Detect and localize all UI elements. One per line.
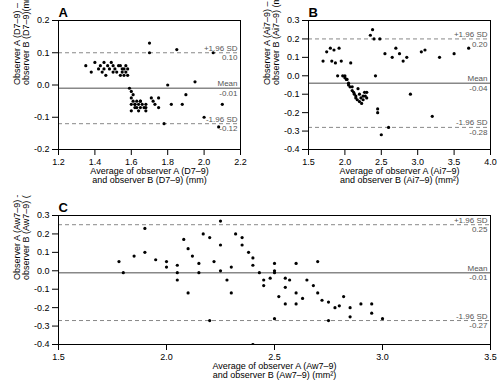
svg-text:-0.3: -0.3 [284,126,300,136]
svg-text:Average of observer A (D7–9)an: Average of observer A (D7–9)and observer… [90,166,208,185]
svg-text:0.1: 0.1 [37,48,50,58]
svg-text:Mean: Mean [467,74,487,83]
svg-text:-0.1: -0.1 [34,284,50,294]
svg-text:0.10: 0.10 [222,53,238,62]
svg-text:-1.96 SD: -1.96 SD [456,312,488,321]
svg-text:Mean: Mean [217,79,237,88]
svg-text:0.0: 0.0 [37,266,50,276]
svg-text:0.2: 0.2 [37,15,50,25]
svg-text:Mean: Mean [467,264,487,273]
svg-text:0.1: 0.1 [287,52,300,62]
svg-text:3.0: 3.0 [411,156,424,167]
svg-text:0.3: 0.3 [287,15,300,25]
svg-text:3.5: 3.5 [447,156,461,167]
svg-text:-0.27: -0.27 [469,321,488,330]
svg-text:3.0: 3.0 [376,352,389,362]
svg-text:0.3: 0.3 [37,210,50,220]
svg-text:3.5: 3.5 [484,352,497,362]
svg-text:0.20: 0.20 [472,40,488,49]
svg-text:-0.01: -0.01 [219,89,238,98]
svg-text:2.5: 2.5 [268,351,281,362]
svg-text:+1.96 SD: +1.96 SD [454,216,488,225]
svg-text:-0.2: -0.2 [34,144,50,154]
svg-text:0.0: 0.0 [37,80,50,90]
svg-text:1.5: 1.5 [302,157,315,167]
svg-text:Observer A (Aw7–9) –observer B: Observer A (Aw7–9) –observer B (Aw7–9) (… [12,195,31,280]
svg-text:-0.04: -0.04 [469,84,488,93]
svg-text:0.25: 0.25 [472,225,488,234]
svg-text:A: A [59,5,69,20]
svg-text:-0.4: -0.4 [34,339,50,349]
svg-text:2.0: 2.0 [197,156,211,167]
svg-text:1.4: 1.4 [88,156,102,167]
svg-text:2.0: 2.0 [160,352,173,362]
svg-text:4.0: 4.0 [484,157,497,167]
svg-text:-0.1: -0.1 [284,89,300,99]
svg-text:0.2: 0.2 [37,229,50,239]
svg-text:Observer A (D7–9) –observer B: Observer A (D7–9) –observer B (D7–9)(mm) [12,0,31,85]
svg-text:-0.12: -0.12 [219,124,238,133]
svg-text:-0.1: -0.1 [34,112,50,122]
svg-text:-0.3: -0.3 [34,321,50,331]
svg-text:C: C [59,200,69,215]
svg-text:+1.96 SD: +1.96 SD [454,30,488,39]
svg-text:-1.96 SD: -1.96 SD [206,115,238,124]
svg-text:2.0: 2.0 [338,156,352,167]
svg-text:-0.4: -0.4 [284,144,300,154]
svg-text:B: B [309,5,318,20]
svg-text:Average of observer A (Ai7–9)a: Average of observer A (Ai7–9)and observe… [340,166,460,185]
svg-text:0.1: 0.1 [37,247,50,257]
svg-text:2.5: 2.5 [375,156,388,167]
svg-text:-0.01: -0.01 [469,273,488,282]
svg-text:-0.2: -0.2 [34,303,50,313]
svg-text:Average of observer A (Aw7–9)a: Average of observer A (Aw7–9)and observe… [212,361,336,380]
svg-text:1.8: 1.8 [161,156,174,167]
svg-text:0.0: 0.0 [287,71,300,81]
svg-text:-1.96 SD: -1.96 SD [456,118,488,127]
svg-text:+1.96 SD: +1.96 SD [204,44,238,53]
svg-text:-0.28: -0.28 [469,128,488,137]
svg-text:0.2: 0.2 [287,34,300,44]
svg-text:Observer A (Ai7–9) –observer B: Observer A (Ai7–9) –observer B (Ai7–9) (… [262,0,281,85]
svg-text:1.2: 1.2 [52,157,65,167]
svg-text:-0.2: -0.2 [284,108,300,118]
svg-text:2.2: 2.2 [234,157,247,167]
svg-text:1.5: 1.5 [52,352,65,362]
svg-text:1.6: 1.6 [125,156,138,167]
